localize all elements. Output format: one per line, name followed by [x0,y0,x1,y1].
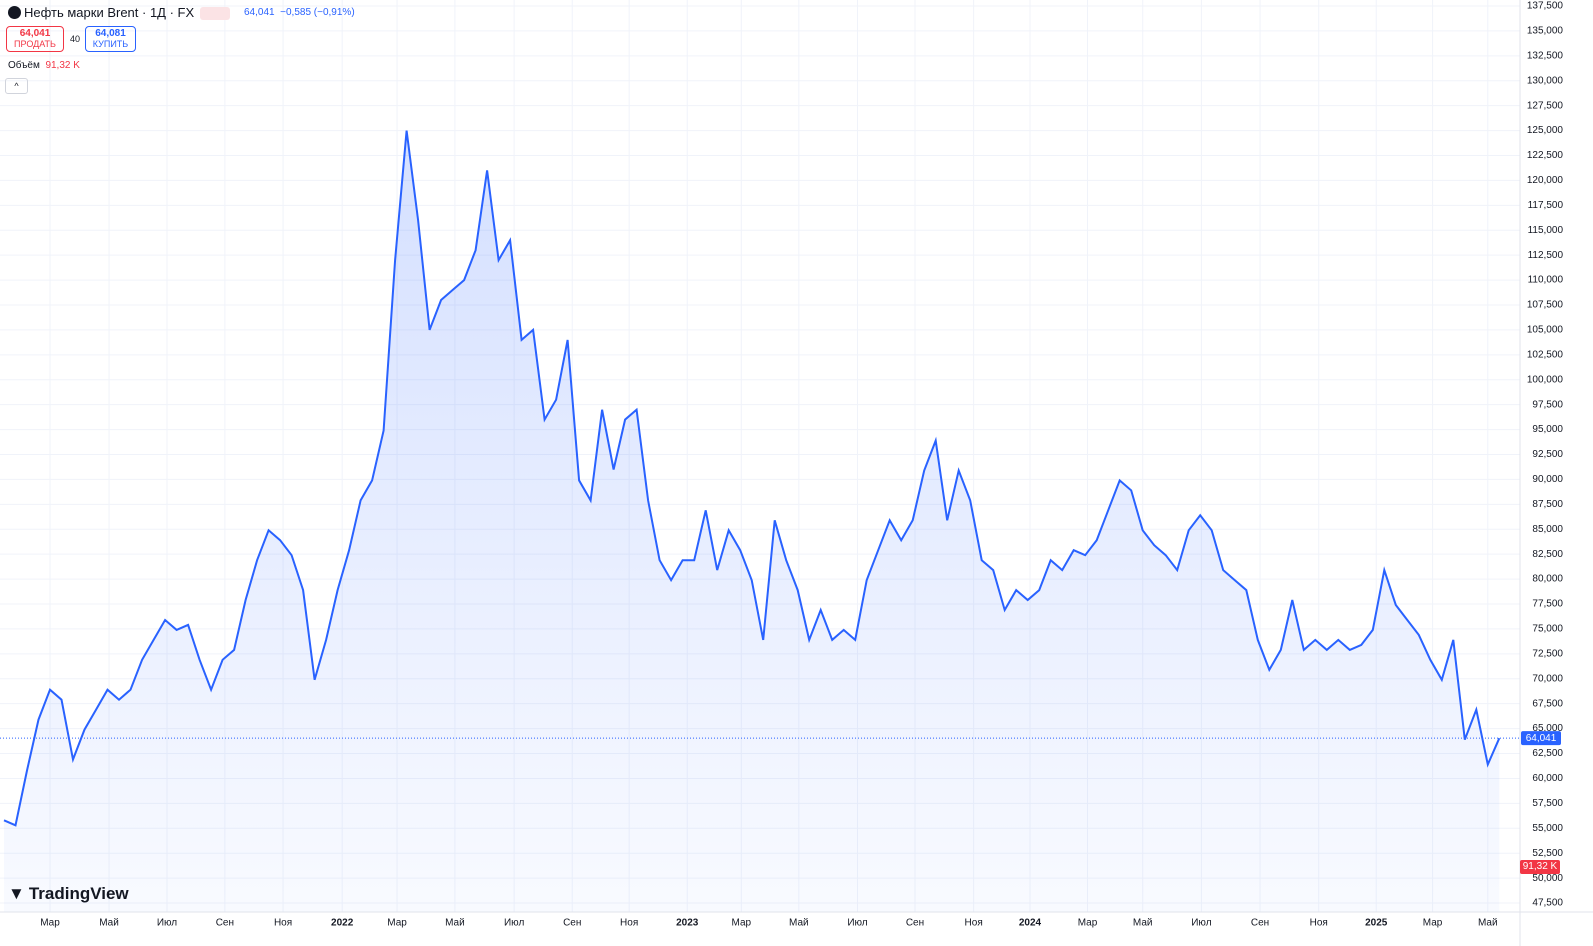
price-info: 64,041 −0,585 (−0,91%) [244,7,355,18]
y-tick-label: 52,500 [1532,848,1563,859]
sell-button[interactable]: 64,041 ПРОДАТЬ [6,26,64,52]
y-tick-label: 120,000 [1527,175,1564,186]
x-tick-label: Июл [157,918,177,929]
symbol[interactable]: Нефть марки Brent · 1Д · FX [8,5,194,20]
y-tick-label: 137,500 [1527,1,1564,12]
x-tick-label: Сен [1251,918,1269,929]
x-tick-label: Мар [732,918,752,929]
buy-label: КУПИТЬ [92,39,129,49]
y-tick-label: 90,000 [1532,474,1563,485]
y-tick-label: 67,500 [1532,698,1563,709]
y-tick-label: 55,000 [1532,823,1563,834]
price-line [3,130,1501,827]
y-tick-label: 60,000 [1532,773,1563,784]
x-tick-label: Май [445,918,465,929]
y-tick-label: 80,000 [1532,574,1563,585]
y-tick-label: 70,000 [1532,673,1563,684]
y-tick-label: 135,000 [1527,26,1564,37]
x-tick-label: Май [789,918,809,929]
brand-text: TradingView [28,884,129,903]
status-icon[interactable] [200,7,230,20]
y-tick-label: 107,500 [1527,300,1564,311]
spread: 40 [70,34,81,44]
x-tick-label: Сен [906,918,924,929]
x-tick-label: Май [1478,918,1498,929]
y-tick-label: 117,500 [1528,200,1564,211]
x-tick-label: Май [1133,918,1153,929]
sell-label: ПРОДАТЬ [14,39,56,49]
x-tick-label: Мар [1423,918,1443,929]
y-tick-label: 95,000 [1532,424,1563,435]
y-tick-label: 57,500 [1532,798,1563,809]
x-tick-label: Мар [40,918,60,929]
buy-price: 64,081 [95,28,126,39]
x-tick-label: 2025 [1365,918,1388,929]
volume-value: 91,32 K [45,60,80,71]
symbol-title: Нефть марки Brent · 1Д · FX [24,5,195,20]
y-tick-label: 75,000 [1532,624,1563,635]
x-tick-label: Ноя [620,918,638,929]
x-tick-label: 2024 [1019,918,1042,929]
y-tick-label: 82,500 [1532,549,1563,560]
x-tick-label: 2023 [676,918,699,929]
x-tick-label: Ноя [274,918,292,929]
price: 64,041 [244,7,275,18]
x-tick-label: Ноя [965,918,983,929]
brand: ▼ TradingView [8,884,129,903]
volume-badge: 91,32 K [1520,860,1560,874]
y-tick-label: 127,500 [1527,100,1564,111]
buy-button[interactable]: 64,081 КУПИТЬ [85,26,136,52]
x-tick-label: Июл [847,918,867,929]
x-tick-label: Сен [563,918,581,929]
volume-label: Объём [8,60,40,71]
x-tick-label: Июл [1191,918,1211,929]
x-tick-label: Сен [216,918,234,929]
last-price-label: 64,041 [1526,733,1557,744]
x-tick-label: Ноя [1310,918,1328,929]
area-fill [4,130,1500,913]
y-tick-label: 92,500 [1532,449,1563,460]
x-tick-label: 2022 [331,918,354,929]
y-tick-label: 100,000 [1527,374,1564,385]
y-tick-label: 50,000 [1532,873,1563,884]
y-tick-label: 112,500 [1528,250,1564,261]
x-tick-label: Мар [387,918,407,929]
x-tick-label: Мар [1078,918,1098,929]
collapse-button[interactable]: ^ [5,78,28,94]
y-tick-label: 65,000 [1532,723,1563,734]
y-tick-label: 115,000 [1528,225,1564,236]
y-tick-label: 47,500 [1532,898,1563,909]
y-tick-label: 62,500 [1532,748,1563,759]
y-tick-label: 122,500 [1527,150,1564,161]
sell-price: 64,041 [19,28,51,39]
y-tick-label: 102,500 [1527,349,1564,360]
y-tick-label: 110,000 [1528,275,1564,286]
y-tick-label: 87,500 [1532,499,1563,510]
volume-info: Объём 91,32 K [8,60,80,71]
x-tick-label: Май [99,918,119,929]
y-tick-label: 125,000 [1527,125,1564,136]
last-price-badge [1521,731,1561,746]
y-tick-label: 85,000 [1532,524,1563,535]
y-tick-label: 77,500 [1532,599,1563,610]
y-tick-label: 130,000 [1527,75,1564,86]
change: −0,585 (−0,91%) [280,7,355,18]
x-tick-label: Июл [504,918,524,929]
y-tick-label: 97,500 [1532,399,1563,410]
y-tick-label: 105,000 [1527,325,1564,336]
y-tick-label: 132,500 [1527,50,1564,61]
y-tick-label: 72,500 [1532,648,1563,659]
